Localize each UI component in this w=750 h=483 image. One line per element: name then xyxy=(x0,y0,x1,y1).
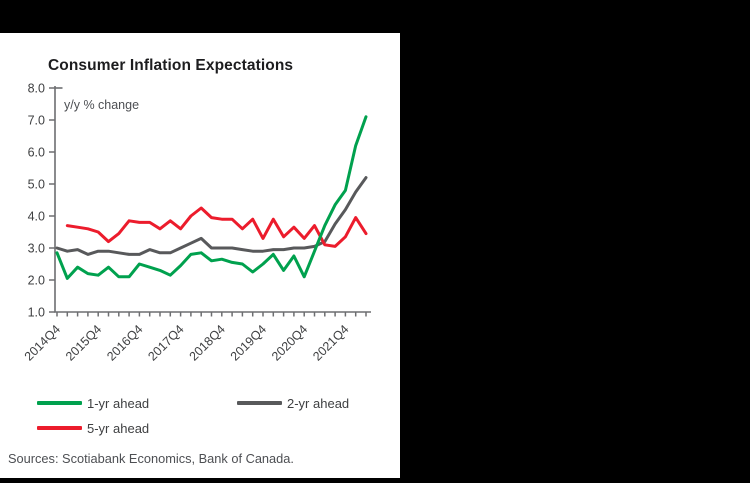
legend-item-2yr: 2-yr ahead xyxy=(237,395,350,411)
y-tick-label: 8.0 xyxy=(28,82,45,96)
x-tick-label: 2018Q4 xyxy=(187,322,228,363)
legend-item-1yr: 1-yr ahead xyxy=(37,395,150,411)
series-line-2-yr-ahead xyxy=(55,176,368,256)
legend-item-5yr: 5-yr ahead xyxy=(37,420,150,436)
line-chart: 8.0 7.0 6.0 5.0 4.0 3.0 2.0 1.0 2014Q4 2015Q4 2016… xyxy=(22,82,371,364)
y-tick-label: 2.0 xyxy=(28,274,45,288)
x-tick-label: 2021Q4 xyxy=(310,322,351,363)
y-tick-label: 4.0 xyxy=(28,210,45,224)
chart-panel: Consumer Inflation Expectations 8.0 7.0 6.… xyxy=(0,33,400,478)
y-tick-label: 6.0 xyxy=(28,146,45,160)
legend-label-1yr: 1-yr ahead xyxy=(87,395,150,411)
x-tick-label: 2016Q4 xyxy=(104,322,145,363)
legend-swatch-2yr xyxy=(237,401,282,405)
y-tick-label: 3.0 xyxy=(28,242,45,256)
x-tick-label: 2015Q4 xyxy=(63,322,104,363)
legend-swatch-5yr xyxy=(37,426,82,430)
chart-title: Consumer Inflation Expectations xyxy=(48,57,294,74)
y-tick-label: 7.0 xyxy=(28,114,45,128)
legend-swatch-1yr xyxy=(37,401,82,405)
x-tick-label: 2017Q4 xyxy=(145,322,186,363)
legend-label-5yr: 5-yr ahead xyxy=(87,420,150,436)
axis-spine xyxy=(54,86,371,313)
sources-note: Sources: Scotiabank Economics, Bank of C… xyxy=(8,451,294,466)
x-tick-label: 2020Q4 xyxy=(269,322,310,363)
series-line-5-yr-ahead xyxy=(65,206,368,248)
series-line-1-yr-ahead xyxy=(55,115,368,280)
y-tick-label: 1.0 xyxy=(28,306,45,320)
y-tick-label: 5.0 xyxy=(28,178,45,192)
legend-label-2yr: 2-yr ahead xyxy=(287,395,350,411)
x-tick-label: 2019Q4 xyxy=(228,322,269,363)
units-annotation: y/y % change xyxy=(64,98,139,112)
x-tick-label: 2014Q4 xyxy=(22,322,63,363)
